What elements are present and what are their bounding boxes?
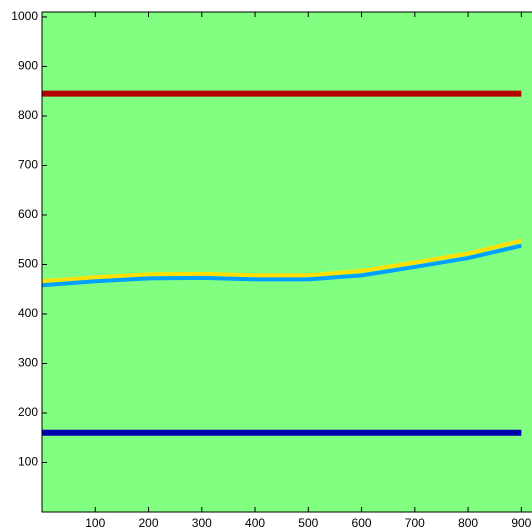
plot-background — [42, 12, 532, 512]
x-tick-label: 100 — [85, 516, 105, 530]
x-tick-label: 700 — [405, 516, 425, 530]
y-tick-label: 200 — [18, 405, 38, 419]
x-tick-label: 600 — [352, 516, 372, 530]
x-tick-label: 200 — [139, 516, 159, 530]
y-tick-label: 1000 — [11, 9, 38, 23]
y-tick-label: 600 — [18, 207, 38, 221]
y-tick-label: 900 — [18, 59, 38, 73]
x-tick-label: 400 — [245, 516, 265, 530]
y-tick-label: 400 — [18, 306, 38, 320]
x-tick-label: 900 — [511, 516, 531, 530]
x-tick-label: 300 — [192, 516, 212, 530]
x-tick-label: 800 — [458, 516, 478, 530]
y-tick-label: 100 — [18, 455, 38, 469]
y-tick-label: 300 — [18, 356, 38, 370]
y-tick-label: 700 — [18, 158, 38, 172]
x-tick-label: 500 — [298, 516, 318, 530]
y-tick-label: 500 — [18, 257, 38, 271]
y-tick-label: 800 — [18, 108, 38, 122]
chart: 100 200 300 400 500 600 700 800 900 100 200 300 400 5… — [0, 0, 532, 532]
